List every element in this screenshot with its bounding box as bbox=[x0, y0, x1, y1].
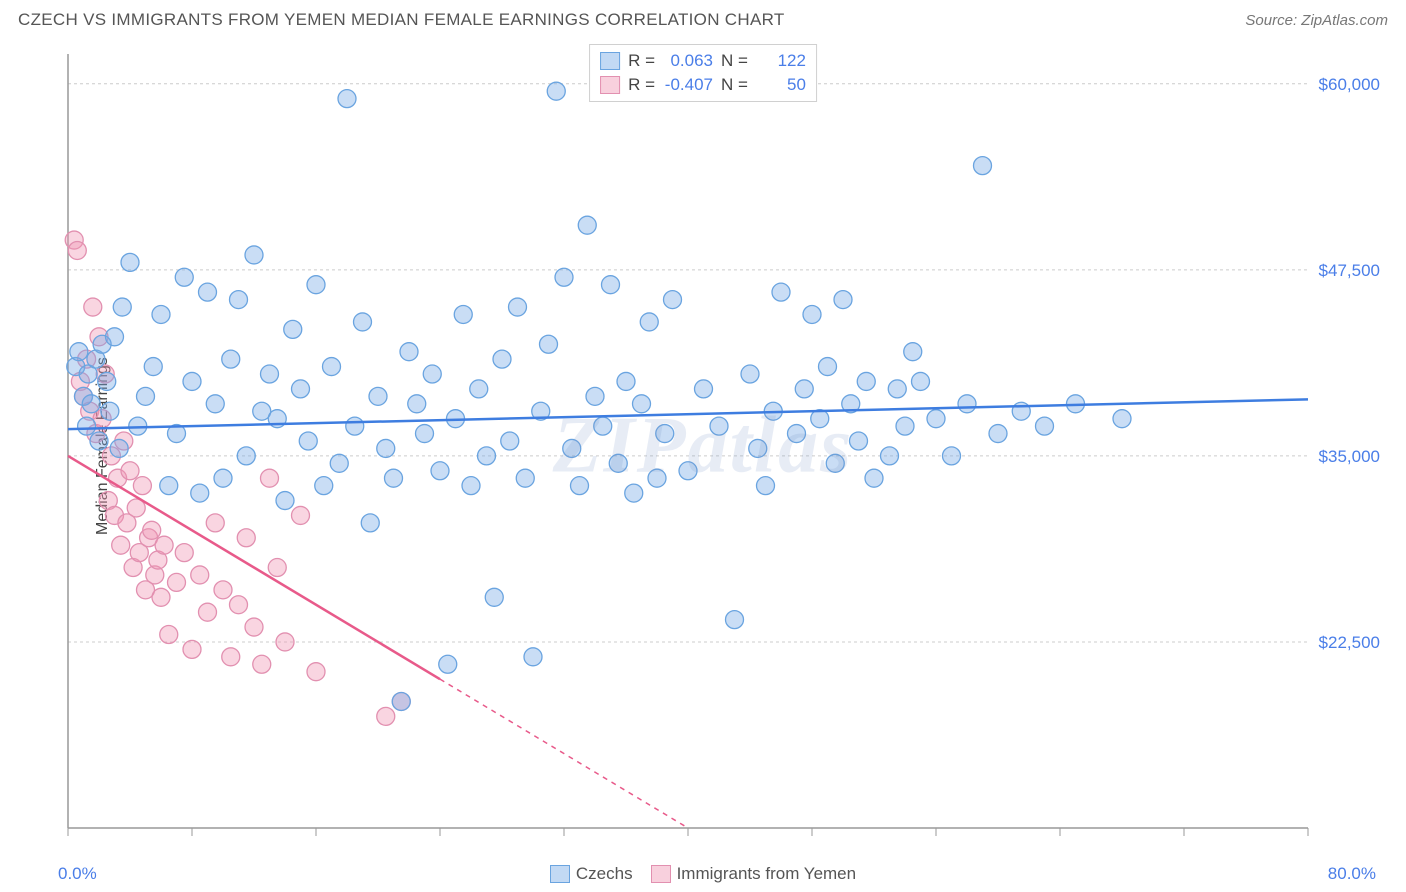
legend-row-yemen: R = -0.407 N = 50 bbox=[600, 73, 806, 97]
chart-area: Median Female Earnings R = 0.063 N = 122… bbox=[18, 44, 1388, 848]
svg-text:$35,000: $35,000 bbox=[1319, 447, 1380, 466]
chart-title: CZECH VS IMMIGRANTS FROM YEMEN MEDIAN FE… bbox=[18, 10, 785, 30]
scatter-plot: $22,500 $35,000 $47,500 $60,000 bbox=[58, 44, 1388, 848]
swatch-icon bbox=[550, 865, 570, 883]
swatch-icon bbox=[651, 865, 671, 883]
legend-item-yemen: Immigrants from Yemen bbox=[651, 864, 857, 884]
svg-text:$47,500: $47,500 bbox=[1319, 261, 1380, 280]
header: CZECH VS IMMIGRANTS FROM YEMEN MEDIAN FE… bbox=[0, 0, 1406, 36]
swatch-icon bbox=[600, 76, 620, 94]
legend-row-czechs: R = 0.063 N = 122 bbox=[600, 49, 806, 73]
swatch-icon bbox=[600, 52, 620, 70]
legend-item-czechs: Czechs bbox=[550, 864, 633, 884]
svg-text:$60,000: $60,000 bbox=[1319, 75, 1380, 94]
source-credit: Source: ZipAtlas.com bbox=[1245, 12, 1388, 29]
correlation-legend: R = 0.063 N = 122 R = -0.407 N = 50 bbox=[589, 44, 817, 102]
series-legend: Czechs Immigrants from Yemen bbox=[0, 864, 1406, 884]
svg-text:$22,500: $22,500 bbox=[1319, 633, 1380, 652]
